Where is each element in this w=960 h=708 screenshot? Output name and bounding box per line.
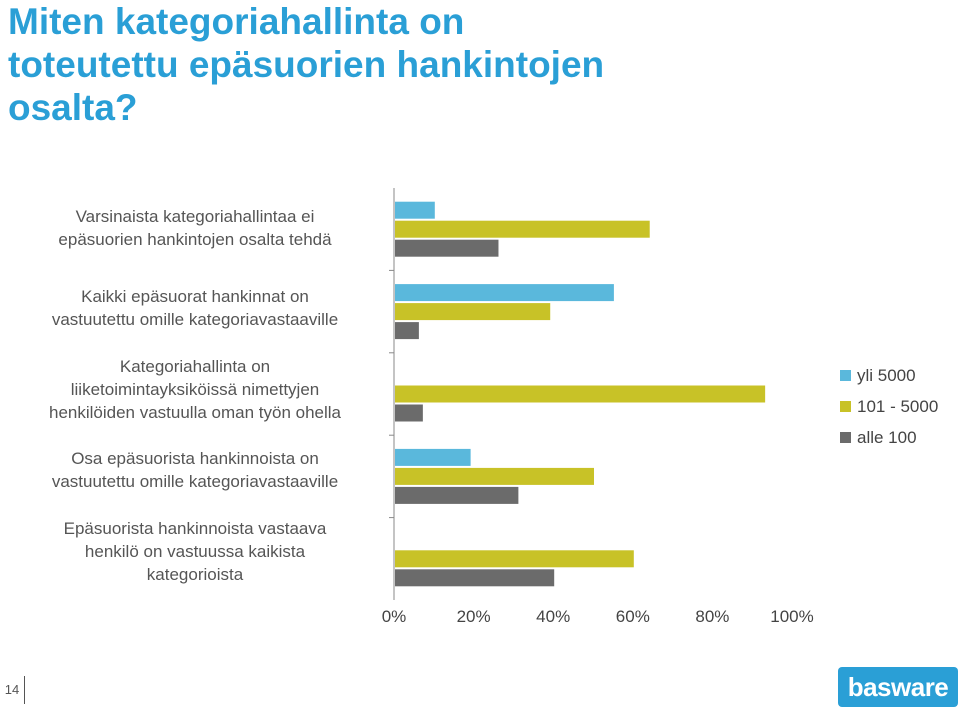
legend-swatch [840, 370, 851, 381]
category-label: Varsinaista kategoriahallintaa ei epäsuo… [10, 205, 380, 251]
category-label-line: vastuutettu omille kategoriavastaaville [51, 310, 339, 329]
category-label: Epäsuorista hankinnoista vastaava henkil… [10, 517, 380, 586]
bar [395, 284, 614, 302]
x-tick-label: 100% [770, 607, 813, 626]
bar-chart: 0% 20% 40% 60% 80% 100% [382, 188, 814, 626]
bar [395, 569, 555, 587]
bar [395, 448, 471, 466]
legend-item: yli 5000 [840, 360, 938, 391]
category-label-line: henkilöiden vastuulla oman työn ohella [48, 403, 342, 422]
category-label-line: henkilö on vastuussa kaikista [84, 542, 306, 561]
category-label-line: vastuutettu omille kategoriavastaaville [51, 472, 339, 491]
title-line: toteutettu epäsuorien hankintojen [8, 44, 605, 85]
legend-item: 101 - 5000 [840, 391, 938, 422]
bar [395, 404, 423, 422]
title-line: Miten kategoriahallinta on [8, 1, 465, 42]
x-tick-label: 20% [457, 607, 491, 626]
x-tick-label: 0% [382, 607, 407, 626]
category-label-line: Epäsuorista hankinnoista vastaava [63, 519, 327, 538]
bar [395, 239, 499, 257]
basware-logo: basware [838, 667, 958, 707]
bar [395, 303, 551, 321]
x-tick-label: 60% [616, 607, 650, 626]
bar [395, 385, 766, 403]
category-label-line: liiketoimintayksiköissä nimettyjen [70, 380, 320, 399]
category-label-line: kategorioista [146, 565, 244, 584]
legend-item: alle 100 [840, 422, 938, 453]
bar [395, 467, 594, 485]
bar [395, 201, 435, 219]
category-label: Osa epäsuorista hankinnoista on vastuute… [10, 447, 380, 493]
slide-title: Miten kategoriahallinta on toteutettu ep… [8, 0, 708, 129]
legend-label: 101 - 5000 [857, 396, 939, 416]
legend-label: alle 100 [857, 427, 917, 447]
category-label-line: Osa epäsuorista hankinnoista on [71, 449, 319, 468]
bar [395, 550, 634, 568]
category-label-line: Kategoriahallinta on [119, 357, 271, 376]
category-label-line: Kaikki epäsuorat hankinnat on [81, 287, 309, 306]
category-label-line: epäsuorien hankintojen osalta tehdä [58, 230, 332, 249]
legend: yli 5000 101 - 5000 alle 100 [840, 360, 938, 453]
x-tick-label: 40% [536, 607, 570, 626]
legend-swatch [840, 432, 851, 443]
page-number: 14 [0, 676, 25, 704]
logo-text: basware [847, 671, 949, 702]
category-label: Kategoriahallinta on liiketoimintayksikö… [10, 355, 380, 424]
bar [395, 220, 650, 238]
title-line: osalta? [8, 87, 138, 128]
category-label-line: Varsinaista kategoriahallintaa ei [75, 207, 315, 226]
legend-swatch [840, 401, 851, 412]
bar [395, 486, 519, 504]
bar [395, 322, 419, 340]
category-label: Kaikki epäsuorat hankinnat on vastuutett… [10, 285, 380, 331]
legend-label: yli 5000 [857, 365, 916, 385]
x-tick-label: 80% [695, 607, 729, 626]
